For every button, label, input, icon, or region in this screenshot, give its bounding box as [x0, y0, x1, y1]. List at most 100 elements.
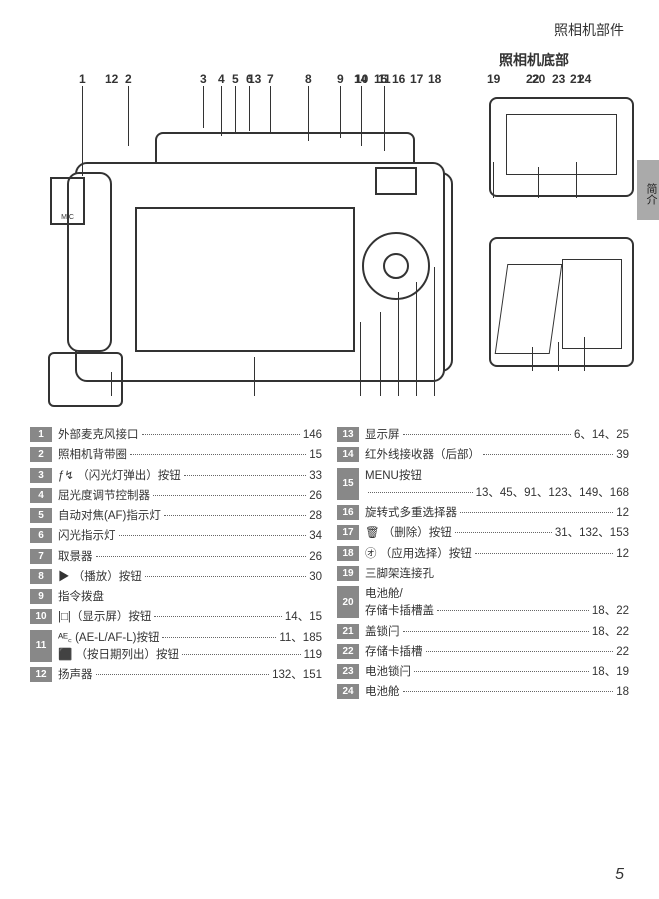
list-item: 23 电池锁闩 18、19 — [337, 664, 629, 681]
callout-19: 19 — [487, 72, 500, 86]
item-pages: 12 — [616, 546, 629, 563]
item-label: 红外线接收器（后部） — [365, 447, 480, 464]
list-item: 16旋转式多重选择器12 — [337, 505, 629, 522]
item-pages: 11、185 — [279, 630, 322, 647]
item-pages: 22 — [616, 644, 629, 661]
mic-port-illustration: MIC — [50, 177, 85, 225]
item-number-badge: 23 — [337, 664, 359, 679]
item-pages: 34 — [309, 528, 322, 545]
list-item: 2照相机背带圈15 — [30, 447, 322, 464]
item-number-badge: 5 — [30, 508, 52, 523]
item-pages: 39 — [616, 447, 629, 464]
item-pages: 146 — [303, 427, 322, 444]
item-number-badge: 7 — [30, 549, 52, 564]
parts-list-right: 13显示屏6、14、25 14 红外线接收器（后部） 39 15 MENU按钮 13、45、… — [337, 427, 629, 705]
item-label: 屈光度调节控制器 — [58, 488, 150, 505]
item-number-badge: 15 — [337, 468, 359, 500]
bottom-view-2 — [489, 237, 634, 367]
item-label: 电池舱/ — [365, 586, 403, 603]
list-item: 8 ▶ （播放）按钮 30 — [30, 569, 322, 586]
callout-4: 4 — [218, 72, 225, 86]
item-label: 旋转式多重选择器 — [365, 505, 457, 522]
parts-list-left: 1外部麦克风接口146 2照相机背带圈15 3ƒ↯ （闪光灯弹出）按钮33 4 屈光度调… — [30, 427, 322, 705]
callout-24: 24 — [578, 72, 591, 86]
item-pages: 119 — [304, 647, 322, 664]
callout-2: 2 — [125, 72, 132, 86]
callout-14: 14 — [354, 72, 367, 86]
item-number-badge: 4 — [30, 488, 52, 503]
callout-1: 1 — [79, 72, 86, 86]
item-pages: 18、22 — [592, 603, 629, 620]
item-label: 指令拨盘 — [58, 589, 104, 606]
item-pages: 18、19 — [592, 664, 629, 681]
item-label: 电池锁闩 — [365, 664, 411, 681]
list-item: 6闪光指示灯34 — [30, 528, 322, 545]
item-label: 扬声器 — [58, 667, 93, 684]
list-item: 17🗑 （删除）按钮31、132、153 — [337, 525, 629, 542]
item-pages: 26 — [309, 549, 322, 566]
item-number-badge: 2 — [30, 447, 52, 462]
item-pages: 33 — [309, 468, 322, 485]
list-item: 13显示屏6、14、25 — [337, 427, 629, 444]
bottom-diagram-label: 照相机底部 — [0, 50, 569, 70]
bottom-view-1 — [489, 97, 634, 197]
item-number-badge: 6 — [30, 528, 52, 543]
callout-3: 3 — [200, 72, 207, 86]
list-item: 22 存储卡插槽 22 — [337, 644, 629, 661]
callout-16: 16 — [392, 72, 405, 86]
list-item: 15 MENU按钮 13、45、91、123、149、168 — [337, 468, 629, 503]
callout-17: 17 — [410, 72, 423, 86]
main-camera-illustration — [75, 112, 445, 382]
item-number-badge: 22 — [337, 644, 359, 659]
item-pages: 15 — [309, 447, 322, 464]
item-number-badge: 17 — [337, 525, 359, 540]
list-item: 1外部麦克风接口146 — [30, 427, 322, 444]
item-pages: 6、14、25 — [574, 427, 629, 444]
item-pages: 14、15 — [285, 609, 322, 626]
list-item: 20 电池舱/存储卡插槽盖 18、22 — [337, 586, 629, 621]
item-label: 存储卡插槽盖 — [365, 603, 434, 620]
list-item: 10|□|（显示屏）按钮14、15 — [30, 609, 322, 626]
list-item: 21盖锁闩18、22 — [337, 624, 629, 641]
list-item: 3ƒ↯ （闪光灯弹出）按钮33 — [30, 468, 322, 485]
item-pages: 13、45、91、123、149、168 — [476, 485, 629, 502]
item-number-badge: 24 — [337, 684, 359, 699]
list-item: 24电池舱18 — [337, 684, 629, 701]
parts-list: 1外部麦克风接口146 2照相机背带圈15 3ƒ↯ （闪光灯弹出）按钮33 4 屈光度调… — [30, 427, 629, 705]
list-item: 14 红外线接收器（后部） 39 — [337, 447, 629, 464]
list-item: 18㋔ （应用选择）按钮12 — [337, 546, 629, 563]
item-pages: 132、151 — [272, 667, 322, 684]
item-label: ▶ （播放）按钮 — [58, 569, 142, 586]
item-number-badge: 18 — [337, 546, 359, 561]
item-label: 三脚架连接孔 — [365, 566, 434, 583]
item-number-badge: 20 — [337, 586, 359, 618]
item-pages: 18、22 — [592, 624, 629, 641]
item-number-badge: 14 — [337, 447, 359, 462]
list-item: 4 屈光度调节控制器 26 — [30, 488, 322, 505]
item-label: 盖锁闩 — [365, 624, 400, 641]
item-label: 存储卡插槽 — [365, 644, 423, 661]
item-number-badge: 1 — [30, 427, 52, 442]
item-number-badge: 12 — [30, 667, 52, 682]
item-label: 取景器 — [58, 549, 93, 566]
list-item: 7 取景器 26 — [30, 549, 322, 566]
side-tab: 简介 — [637, 160, 659, 220]
item-label: ⬛ （按日期列出）按钮 — [58, 647, 179, 664]
list-item: 9指令拨盘 — [30, 589, 322, 606]
item-pages: 26 — [309, 488, 322, 505]
list-item: 5自动对焦(AF)指示灯28 — [30, 508, 322, 525]
item-number-badge: 8 — [30, 569, 52, 584]
item-number-badge: 19 — [337, 566, 359, 581]
item-number-badge: 3 — [30, 468, 52, 483]
item-label: ᴬᴱ꜀ (AE-L/AF-L)按钮 — [58, 630, 159, 647]
item-number-badge: 11 — [30, 630, 52, 662]
item-label: MENU按钮 — [365, 468, 422, 485]
item-pages: 31、132、153 — [555, 525, 629, 542]
camera-diagram: MIC 1 2 3 4 5 6 7 8 9 10 11 12 13 14 15 … — [30, 72, 629, 412]
callout-15: 15 — [374, 72, 387, 86]
callout-22: 22 — [526, 72, 539, 86]
item-pages: 30 — [309, 569, 322, 586]
callout-12: 12 — [105, 72, 118, 86]
item-number-badge: 10 — [30, 609, 52, 624]
callout-5: 5 — [232, 72, 239, 86]
